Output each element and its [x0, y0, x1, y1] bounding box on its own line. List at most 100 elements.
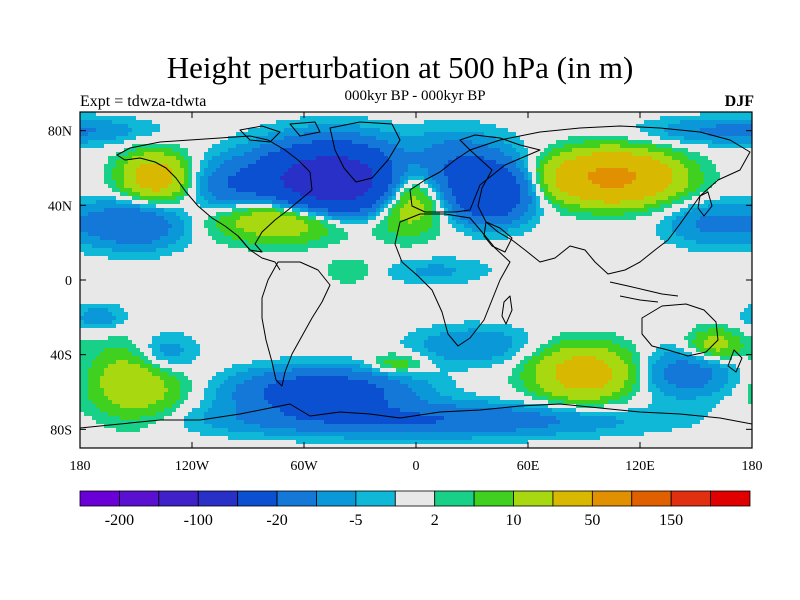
field-cell [128, 212, 133, 217]
field-cell [492, 216, 497, 221]
field-cell [480, 184, 485, 189]
field-cell [316, 200, 321, 205]
field-cell [540, 196, 545, 201]
field-cell [292, 152, 297, 157]
field-cell [304, 172, 309, 177]
field-cell [524, 164, 529, 169]
field-cell [444, 220, 449, 225]
field-cell [416, 140, 421, 145]
field-cell [484, 168, 489, 173]
field-cell [188, 192, 193, 197]
field-cell [620, 172, 625, 177]
field-cell [472, 140, 477, 145]
field-cell [224, 204, 229, 209]
field-cell [304, 156, 309, 161]
field-cell [472, 180, 477, 185]
field-cell [544, 144, 549, 149]
field-cell [260, 180, 265, 185]
field-cell [436, 176, 441, 181]
field-cell [668, 128, 673, 133]
field-cell [452, 144, 457, 149]
field-cell [220, 168, 225, 173]
field-cell [248, 148, 253, 153]
field-cell [252, 228, 257, 233]
field-cell [100, 140, 105, 145]
field-cell [104, 204, 109, 209]
field-cell [660, 148, 665, 153]
field-cell [420, 192, 425, 197]
field-cell [424, 180, 429, 185]
field-cell [516, 220, 521, 225]
field-cell [448, 176, 453, 181]
field-cell [176, 144, 181, 149]
field-cell [476, 128, 481, 133]
field-cell [272, 212, 277, 217]
field-cell [464, 212, 469, 217]
field-cell [552, 200, 557, 205]
field-cell [100, 124, 105, 129]
field-cell [340, 220, 345, 225]
field-cell [712, 180, 717, 185]
field-cell [700, 208, 705, 213]
field-cell [80, 192, 85, 197]
field-cell [340, 224, 345, 229]
field-cell [348, 156, 353, 161]
field-cell [280, 192, 285, 197]
field-cell [272, 204, 277, 209]
field-cell [496, 224, 501, 229]
field-cell [640, 184, 645, 189]
field-cell [284, 160, 289, 165]
field-cell [388, 200, 393, 205]
field-cell [476, 184, 481, 189]
field-cell [476, 192, 481, 197]
field-cell [468, 112, 473, 117]
field-cell [412, 112, 417, 117]
field-cell [536, 116, 541, 121]
field-cell [188, 196, 193, 201]
field-cell [680, 160, 685, 165]
field-cell [108, 176, 113, 181]
field-cell [164, 116, 169, 121]
field-cell [512, 140, 517, 145]
field-cell [592, 184, 597, 189]
field-cell [388, 144, 393, 149]
field-cell [488, 224, 493, 229]
field-cell [320, 192, 325, 197]
field-cell [496, 160, 501, 165]
field-cell [556, 224, 561, 229]
field-cell [204, 212, 209, 217]
field-cell [400, 212, 405, 217]
field-cell [492, 220, 497, 225]
field-cell [344, 208, 349, 213]
field-cell [184, 220, 189, 225]
field-cell [144, 112, 149, 117]
field-cell [540, 128, 545, 133]
field-cell [408, 220, 413, 225]
field-cell [340, 148, 345, 153]
field-cell [564, 160, 569, 165]
field-cell [604, 188, 609, 193]
field-cell [244, 144, 249, 149]
field-cell [632, 172, 637, 177]
field-cell [88, 228, 93, 233]
field-cell [260, 204, 265, 209]
field-cell [148, 172, 153, 177]
field-cell [232, 156, 237, 161]
field-cell [468, 160, 473, 165]
field-cell [296, 144, 301, 149]
field-cell [268, 116, 273, 121]
field-cell [408, 168, 413, 173]
field-cell [732, 192, 737, 197]
field-cell [180, 220, 185, 225]
field-cell [412, 152, 417, 157]
field-cell [180, 200, 185, 205]
field-cell [404, 140, 409, 145]
field-cell [316, 216, 321, 221]
field-cell [312, 224, 317, 229]
field-cell [616, 156, 621, 161]
field-cell [436, 208, 441, 213]
field-cell [276, 172, 281, 177]
field-cell [208, 212, 213, 217]
field-cell [444, 144, 449, 149]
field-cell [680, 208, 685, 213]
